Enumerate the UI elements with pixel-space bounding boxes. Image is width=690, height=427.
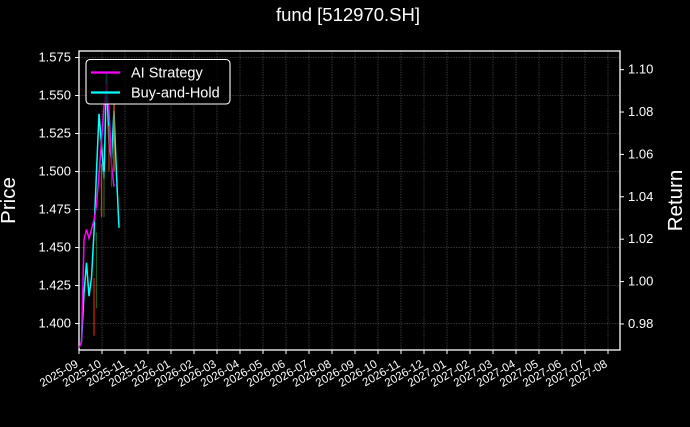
svg-text:1.10: 1.10 bbox=[628, 62, 653, 77]
svg-text:1.04: 1.04 bbox=[628, 189, 653, 204]
svg-text:1.550: 1.550 bbox=[38, 88, 71, 103]
svg-text:0.98: 0.98 bbox=[628, 316, 653, 331]
svg-text:1.02: 1.02 bbox=[628, 231, 653, 246]
svg-text:Buy-and-Hold: Buy-and-Hold bbox=[131, 86, 220, 102]
svg-text:Price: Price bbox=[0, 177, 20, 224]
svg-text:AI Strategy: AI Strategy bbox=[131, 66, 203, 82]
svg-text:1.575: 1.575 bbox=[38, 50, 71, 65]
svg-text:1.08: 1.08 bbox=[628, 104, 653, 119]
svg-text:1.00: 1.00 bbox=[628, 274, 653, 289]
svg-text:1.475: 1.475 bbox=[38, 202, 71, 217]
svg-text:1.500: 1.500 bbox=[38, 164, 71, 179]
svg-text:1.525: 1.525 bbox=[38, 126, 71, 141]
svg-text:1.425: 1.425 bbox=[38, 278, 71, 293]
svg-text:1.450: 1.450 bbox=[38, 240, 71, 255]
svg-text:1.06: 1.06 bbox=[628, 146, 653, 161]
svg-text:1.400: 1.400 bbox=[38, 316, 71, 331]
svg-text:fund [512970.SH]: fund [512970.SH] bbox=[276, 4, 420, 25]
svg-text:Return: Return bbox=[664, 170, 687, 232]
